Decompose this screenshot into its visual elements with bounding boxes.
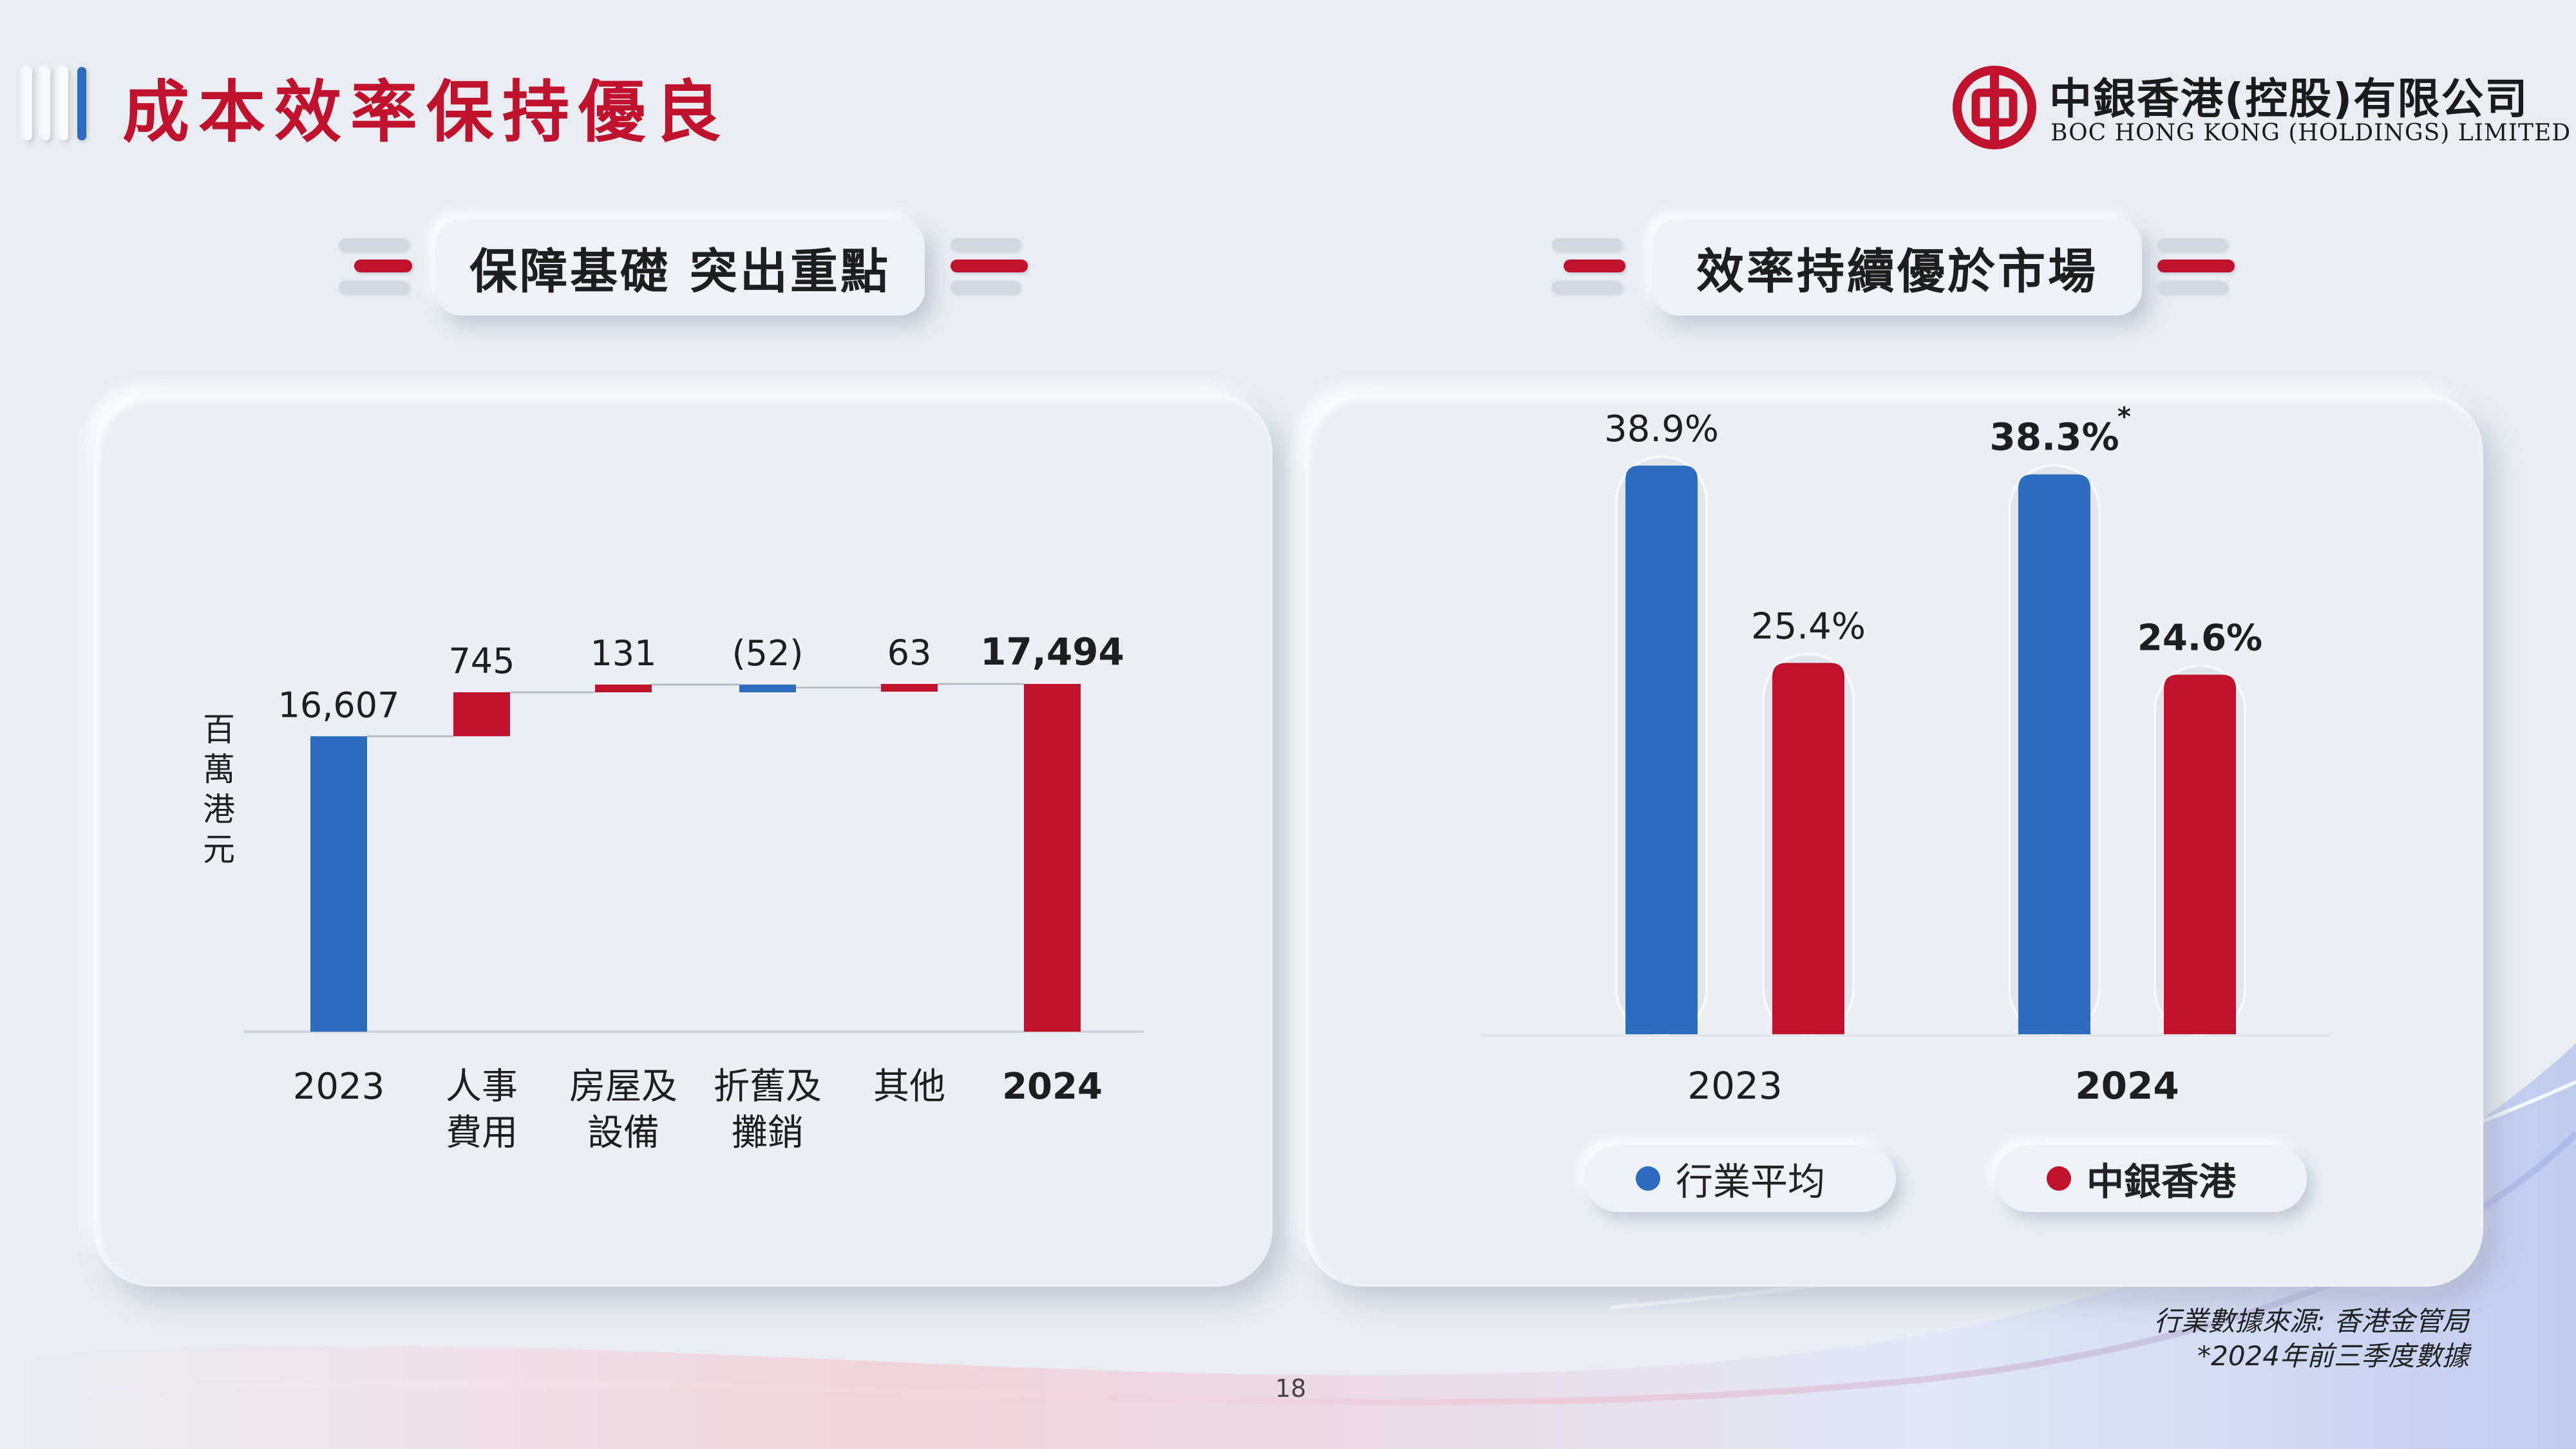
boc-logo-icon (1953, 66, 2036, 149)
cir-bar-0-0 (1625, 465, 1698, 1034)
waterfall-bar-2 (595, 685, 652, 693)
legend-dot-red-icon (2047, 1166, 2071, 1191)
cir-bar-1-0 (2018, 474, 2090, 1034)
company-name-cn: 中銀香港(控股)有限公司 (2049, 74, 2529, 124)
section-heading-left: 保障基礎 突出重點 (435, 219, 925, 316)
cir-value-label-1-1: 24.6% (2137, 618, 2262, 659)
waterfall-category-label-4-0: 其他 (873, 1066, 945, 1108)
legend-dot-blue-icon (1636, 1166, 1660, 1191)
waterfall-category-label-1-1: 費用 (446, 1112, 518, 1154)
footnote-note: *2024年前三季度數據 (2197, 1340, 2469, 1372)
cir-value-label-0-1: 25.4% (1751, 605, 1866, 647)
heading-decoration-left-a (335, 238, 412, 296)
waterfall-unit-label: 百萬港元 (203, 711, 235, 868)
cir-value-label-1-0: 38.3% (1989, 415, 2119, 459)
legend-label-industry: 行業平均 (1676, 1160, 1826, 1204)
section-heading-left-text: 保障基礎 突出重點 (469, 243, 891, 299)
waterfall-bar-4 (881, 684, 938, 692)
waterfall-bar-5 (1024, 684, 1081, 1032)
waterfall-bar-0 (310, 736, 367, 1032)
waterfall-bar-3 (739, 685, 796, 693)
legend-industry-average: 行業平均 (1584, 1145, 1896, 1212)
legend-label-bochk: 中銀香港 (2087, 1160, 2237, 1204)
waterfall-value-label-2: 131 (590, 633, 656, 674)
waterfall-category-label-2-0: 房屋及 (569, 1066, 677, 1108)
page-title: 成本效率保持優良 (122, 73, 731, 151)
waterfall-category-label-0-0: 2023 (293, 1066, 385, 1108)
company-name-en: BOC HONG KONG (HOLDINGS) LIMITED (2050, 120, 2571, 146)
cir-category-label-0: 2023 (1687, 1064, 1783, 1108)
waterfall-value-label-1: 745 (448, 641, 515, 681)
waterfall-value-label-4: 63 (887, 632, 932, 673)
legend-bochk: 中銀香港 (1995, 1145, 2307, 1212)
cir-bar-0-1 (1772, 663, 1844, 1034)
title-decoration (23, 67, 86, 140)
waterfall-category-label-2-1: 設備 (587, 1112, 659, 1154)
heading-decoration-right-b (2157, 238, 2235, 296)
section-heading-right: 效率持續優於市場 (1653, 219, 2142, 316)
waterfall-value-label-3: (52) (732, 633, 804, 674)
cir-value-asterisk-1-0: * (2117, 402, 2131, 432)
heading-decoration-left-b (951, 238, 1028, 296)
cir-value-label-0-0: 38.9% (1604, 408, 1719, 450)
waterfall-value-label-5: 17,494 (980, 630, 1124, 674)
cir-category-label-1: 2024 (2075, 1064, 2179, 1108)
waterfall-category-label-1-0: 人事 (446, 1066, 518, 1108)
waterfall-category-label-5-0: 2024 (1002, 1066, 1103, 1108)
heading-decoration-right-a (1548, 238, 1625, 296)
cost-income-panel (1305, 394, 2483, 1287)
footnote-source: 行業數據來源: 香港金管局 (2154, 1305, 2469, 1337)
section-heading-right-text: 效率持續優於市場 (1696, 243, 2098, 299)
waterfall-bar-1 (453, 692, 510, 737)
waterfall-category-label-3-0: 折舊及 (714, 1066, 822, 1108)
page-number: 18 (1275, 1374, 1307, 1403)
cir-bar-1-1 (2164, 674, 2236, 1034)
waterfall-category-label-3-1: 攤銷 (732, 1112, 804, 1154)
waterfall-value-label-0: 16,607 (278, 685, 400, 725)
